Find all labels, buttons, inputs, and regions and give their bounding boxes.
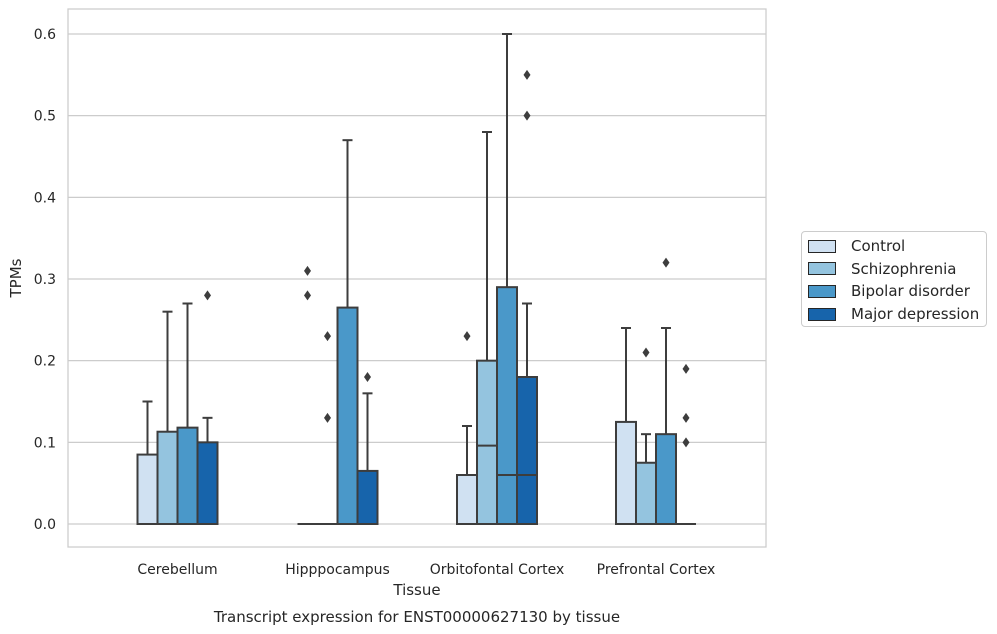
box-schizophrenia — [156, 310, 179, 525]
chart-title: Transcript expression for ENST0000062713… — [213, 608, 620, 626]
box-series — [136, 33, 696, 526]
x-tick-labels: Cerebellum Hipppocampus Orbitofontal Corte… — [137, 562, 715, 578]
box-body — [156, 430, 179, 525]
legend-label: Major depression — [851, 305, 980, 324]
outlier-point — [304, 265, 311, 276]
x-axis-title: Tissue — [392, 581, 440, 599]
outlier-point — [662, 257, 670, 268]
box-body — [356, 469, 379, 526]
x-tick-label: Hipppocampus — [285, 562, 390, 578]
box-schizophrenia — [635, 347, 657, 525]
legend-label: Control — [851, 237, 906, 256]
outlier-point — [304, 290, 311, 301]
legend: Control Schizophrenia Bipolar disorder Majo… — [801, 231, 987, 327]
outlier-point — [463, 331, 471, 342]
box-schizophrenia — [317, 331, 338, 525]
box-major-depression — [516, 69, 538, 525]
box-bipolar-disorder — [655, 257, 677, 525]
box-bipolar-disorder — [496, 33, 518, 526]
x-tick-label: Prefrontal Cortex — [597, 562, 716, 578]
legend-swatch — [808, 239, 836, 253]
y-axis-title: TPMs — [7, 258, 25, 298]
legend-label: Bipolar disorder — [851, 282, 970, 301]
y-tick-labels: 0.0 0.1 0.2 0.3 0.4 0.5 0.6 — [34, 27, 56, 533]
x-tick-label: Orbitofontal Cortex — [430, 562, 565, 578]
outlier-point — [682, 412, 690, 423]
box-body — [196, 441, 219, 526]
legend-swatch — [808, 284, 836, 298]
y-tick-label: 0.1 — [34, 435, 56, 451]
legend-item: Control — [808, 235, 986, 258]
legend-swatch — [808, 307, 836, 321]
legend-item: Bipolar disorder — [808, 280, 986, 303]
box-body — [516, 376, 538, 525]
box-bipolar-disorder — [336, 139, 359, 526]
y-tick-label: 0.6 — [34, 27, 56, 43]
outlier-point — [364, 372, 371, 383]
legend-item: Schizophrenia — [808, 258, 986, 281]
box-body — [476, 359, 498, 525]
legend-item: Major depression — [808, 303, 986, 326]
box-major-depression — [196, 290, 219, 526]
outlier-point — [682, 363, 690, 374]
box-body — [136, 453, 159, 525]
box-body — [615, 420, 637, 526]
y-tick-label: 0.2 — [34, 354, 56, 370]
outlier-point — [204, 290, 211, 301]
box-major-depression — [356, 372, 379, 526]
outlier-point — [523, 110, 531, 121]
legend-swatch — [808, 262, 836, 276]
box-control — [615, 327, 637, 526]
y-tick-label: 0.5 — [34, 109, 56, 125]
legend-label: Schizophrenia — [851, 259, 957, 278]
outlier-point — [642, 347, 650, 358]
box-body — [496, 286, 518, 526]
box-body — [655, 433, 677, 525]
box-major-depression — [676, 363, 696, 525]
box-control — [136, 400, 159, 525]
box-body — [176, 426, 199, 526]
outlier-point — [324, 412, 331, 423]
outlier-point — [682, 437, 690, 448]
x-tick-label: Cerebellum — [137, 562, 217, 578]
box-control — [297, 265, 318, 525]
outlier-point — [523, 69, 531, 80]
box-body — [635, 461, 657, 525]
y-tick-label: 0.3 — [34, 272, 56, 288]
y-tick-label: 0.4 — [34, 190, 56, 206]
outlier-point — [324, 331, 331, 342]
box-body — [336, 306, 359, 526]
y-tick-label: 0.0 — [34, 517, 56, 533]
box-body — [456, 474, 478, 525]
